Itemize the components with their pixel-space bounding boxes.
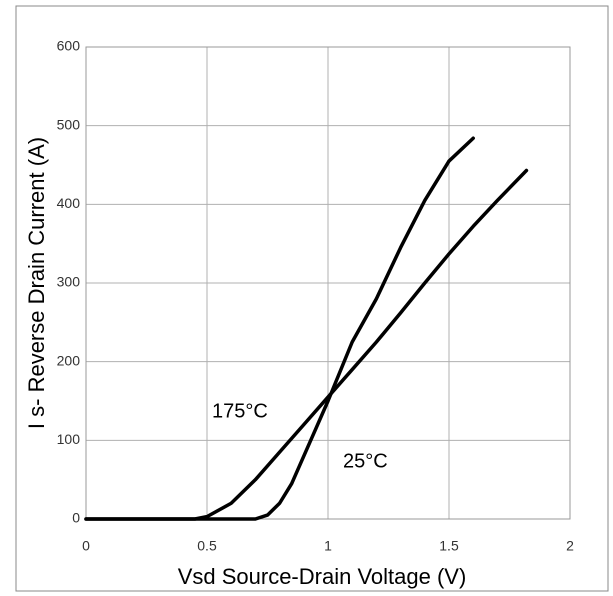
annotation: 25°C bbox=[343, 450, 388, 472]
frame bbox=[15, 5, 609, 592]
x-tick-label: 1 bbox=[324, 538, 332, 554]
y-tick-label: 200 bbox=[57, 352, 81, 368]
x-axis-label: Vsd Source-Drain Voltage (V) bbox=[178, 564, 467, 589]
y-tick-label: 100 bbox=[57, 431, 81, 447]
plot-border bbox=[85, 46, 571, 520]
annotation: 175°C bbox=[212, 400, 268, 422]
x-tick-label: 0 bbox=[82, 538, 90, 554]
line-series bbox=[84, 136, 475, 521]
y-tick-label: 400 bbox=[57, 195, 81, 211]
y-tick-label: 600 bbox=[57, 38, 81, 54]
y-tick-label: 0 bbox=[72, 510, 80, 526]
y-tick-label: 300 bbox=[57, 274, 81, 290]
line-series bbox=[84, 168, 529, 521]
x-tick-label: 1.5 bbox=[439, 538, 459, 554]
y-axis-label: I s- Reverse Drain Current (A) bbox=[24, 137, 49, 429]
x-tick-label: 0.5 bbox=[197, 538, 217, 554]
y-tick-label: 500 bbox=[57, 116, 81, 132]
x-tick-label: 2 bbox=[566, 538, 574, 554]
